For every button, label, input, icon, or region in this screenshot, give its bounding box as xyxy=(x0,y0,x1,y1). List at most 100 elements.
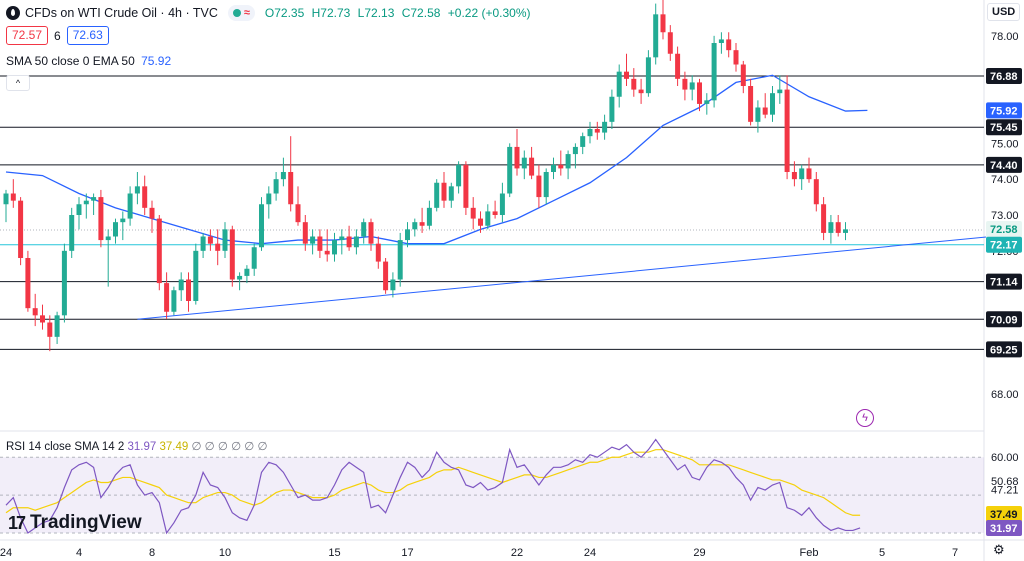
candle-body xyxy=(507,146,513,194)
rsi-current-label-bg xyxy=(986,519,1022,536)
level-price-label: 69.25 xyxy=(990,344,1018,356)
rsi-current-label: 31.97 xyxy=(990,523,1018,535)
collapse-legend-button[interactable]: ^ xyxy=(6,75,30,91)
candle-body xyxy=(383,261,389,291)
trendline[interactable] xyxy=(137,236,992,320)
candle-body xyxy=(748,86,754,122)
candle-body xyxy=(419,222,425,226)
open-value: O72.35 xyxy=(264,6,305,20)
cyan-level-label-bg xyxy=(986,236,1022,253)
candle-body xyxy=(412,222,418,230)
candle-body xyxy=(310,236,316,244)
indicator-value: 75.92 xyxy=(141,54,172,68)
candle-body xyxy=(113,222,118,237)
candle-body xyxy=(280,172,286,180)
candle-body xyxy=(514,146,520,169)
candle-body xyxy=(324,250,330,255)
candle-body xyxy=(835,222,841,233)
candle-body xyxy=(251,247,257,269)
candle-body xyxy=(98,197,104,241)
spread-value: 6 xyxy=(54,28,61,43)
market-open-icon xyxy=(232,9,241,17)
candle-body xyxy=(244,268,250,276)
flash-icon[interactable]: ϟ xyxy=(856,409,874,427)
rsi-tick-label: 50.68 xyxy=(991,476,1019,488)
candle-body xyxy=(806,168,812,180)
candle-body xyxy=(346,236,352,248)
candle-body xyxy=(222,229,228,251)
price-tick-label: 74.00 xyxy=(991,174,1019,186)
price-tick-label: 75.00 xyxy=(991,138,1019,150)
candle-body xyxy=(536,175,542,198)
candle-body xyxy=(777,89,783,94)
candle-body xyxy=(551,164,556,172)
candle-body xyxy=(76,204,82,215)
candle-body xyxy=(675,53,681,79)
price-tick-label: 78.00 xyxy=(991,31,1019,43)
symbol-header: CFDs on WTI Crude Oil · 4h · TVC ≈ O72.3… xyxy=(6,4,535,22)
oil-drop-icon xyxy=(6,6,20,20)
candle-body xyxy=(288,172,294,205)
candle-body xyxy=(332,240,337,255)
candle-body xyxy=(813,179,819,205)
candle-body xyxy=(660,14,666,33)
level-price-label-bg xyxy=(986,311,1022,328)
candle-body xyxy=(134,186,140,194)
candle-body xyxy=(740,64,746,86)
candle-body xyxy=(580,136,586,147)
candle-body xyxy=(105,236,111,241)
candle-body xyxy=(463,164,469,208)
status-pill[interactable]: ≈ xyxy=(227,5,255,21)
indicator-legend[interactable]: SMA 50 close 0 EMA 50 75.92 xyxy=(6,54,171,68)
high-value: H72.73 xyxy=(311,6,351,20)
rsi-sma-value: 37.49 xyxy=(159,441,189,453)
candle-body xyxy=(317,236,323,251)
candle-body xyxy=(521,157,527,169)
candle-body xyxy=(339,236,345,241)
candle-body xyxy=(171,290,177,312)
level-price-label-bg xyxy=(986,67,1022,84)
candle-body xyxy=(499,193,505,215)
level-price-label: 74.40 xyxy=(990,160,1018,172)
candle-body xyxy=(762,107,768,115)
wave-icon: ≈ xyxy=(243,7,250,19)
rsi-tick-label: 60.00 xyxy=(991,452,1019,464)
candle-body xyxy=(390,279,396,291)
currency-selector[interactable]: USD xyxy=(987,3,1021,21)
candle-body xyxy=(718,39,724,43)
trade-buttons: 72.57 6 72.63 xyxy=(6,26,109,45)
symbol-title[interactable]: CFDs on WTI Crude Oil · 4h · TVC xyxy=(25,6,218,20)
candle-body xyxy=(689,82,695,90)
level-price-label-bg xyxy=(986,341,1022,358)
level-price-label-bg xyxy=(986,273,1022,290)
candle-body xyxy=(54,315,60,337)
sell-button[interactable]: 72.57 xyxy=(6,26,49,45)
candle-body xyxy=(733,50,739,65)
time-tick-label: 4 xyxy=(76,547,82,559)
time-tick-label: 7 xyxy=(952,547,958,559)
candle-body xyxy=(40,315,45,323)
ema-price-label: 75.92 xyxy=(990,105,1018,117)
candle-body xyxy=(215,243,221,251)
rsi-empty-values: ∅ ∅ ∅ ∅ ∅ ∅ xyxy=(191,441,268,453)
candle-body xyxy=(127,193,133,219)
candle-body xyxy=(156,218,162,284)
candle-body xyxy=(645,57,651,94)
candle-body xyxy=(602,121,608,133)
candle-body xyxy=(492,211,498,215)
candle-body xyxy=(368,222,374,244)
price-tick-label: 68.00 xyxy=(991,389,1019,401)
candle-body xyxy=(704,100,710,104)
rsi-legend[interactable]: RSI 14 close SMA 14 2 31.97 37.49 ∅ ∅ ∅ … xyxy=(6,439,268,453)
candle-body xyxy=(755,107,761,122)
candle-body xyxy=(448,186,454,201)
time-tick-label: 5 xyxy=(879,547,885,559)
buy-button[interactable]: 72.63 xyxy=(66,26,109,45)
gear-icon[interactable]: ⚙ xyxy=(993,542,1005,557)
candle-body xyxy=(653,14,659,58)
level-price-label: 70.09 xyxy=(990,314,1018,326)
candle-body xyxy=(529,157,535,176)
level-price-label-bg xyxy=(986,119,1022,136)
level-price-label: 71.14 xyxy=(990,277,1018,289)
